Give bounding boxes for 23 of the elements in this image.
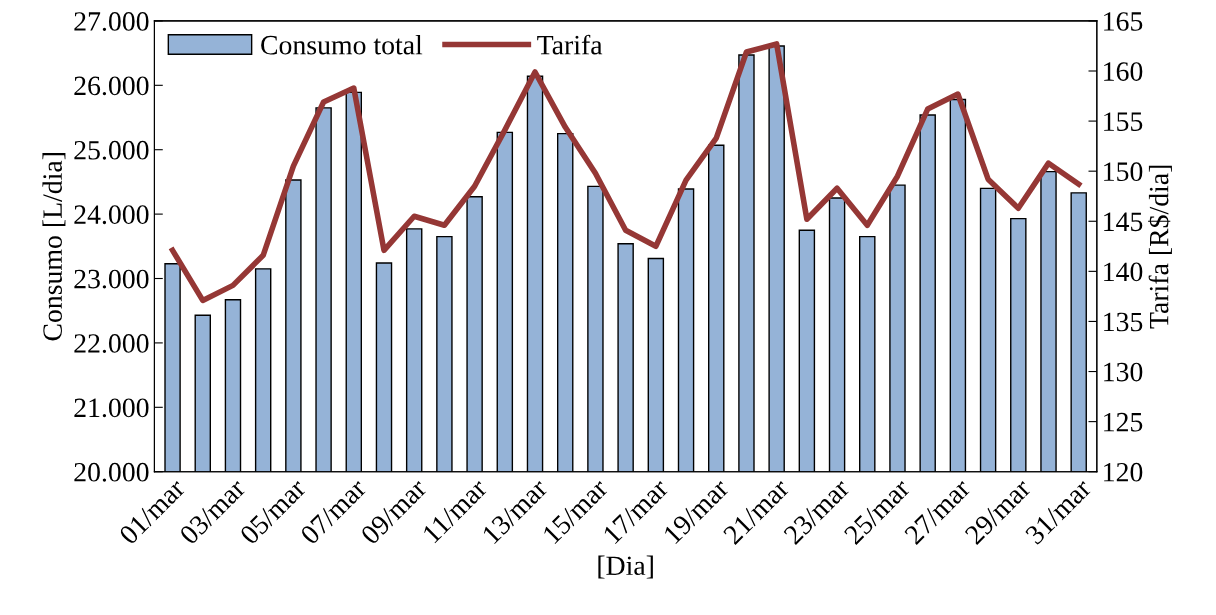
legend-label: Tarifa xyxy=(537,34,603,55)
y2-tick-label: 140 xyxy=(1104,262,1143,282)
x-axis-title: [Dia] xyxy=(598,555,653,579)
y2-tick-label: 150 xyxy=(1104,162,1143,182)
y2-tick-label: 160 xyxy=(1104,62,1143,81)
y2-tick-label: 125 xyxy=(1104,412,1143,432)
y2-tick-label: 165 xyxy=(1104,12,1143,31)
y2-tick-label: 135 xyxy=(1104,312,1143,332)
y-axis-title: Consumo [L/dia] xyxy=(42,153,66,341)
y2-tick-label: 155 xyxy=(1104,112,1143,131)
y-tick-label: 21.000 xyxy=(74,398,149,418)
y2-tick-label: 145 xyxy=(1104,212,1143,232)
y-tick-label: 26.000 xyxy=(74,76,149,96)
legend-label: Consumo total xyxy=(261,34,423,55)
y2-tick-label: 130 xyxy=(1104,362,1143,382)
y-tick-label: 22.000 xyxy=(74,334,149,353)
y2-tick-label: 120 xyxy=(1104,462,1143,482)
y-tick-label: 25.000 xyxy=(74,140,149,160)
y-tick-label: 27.000 xyxy=(74,12,149,31)
y2-axis-title: Tarifa [R$/dia] xyxy=(1148,165,1172,329)
y-tick-label: 23.000 xyxy=(74,269,149,289)
y-tick-label: 24.000 xyxy=(74,205,149,225)
y-tick-label: 20.000 xyxy=(74,462,149,482)
